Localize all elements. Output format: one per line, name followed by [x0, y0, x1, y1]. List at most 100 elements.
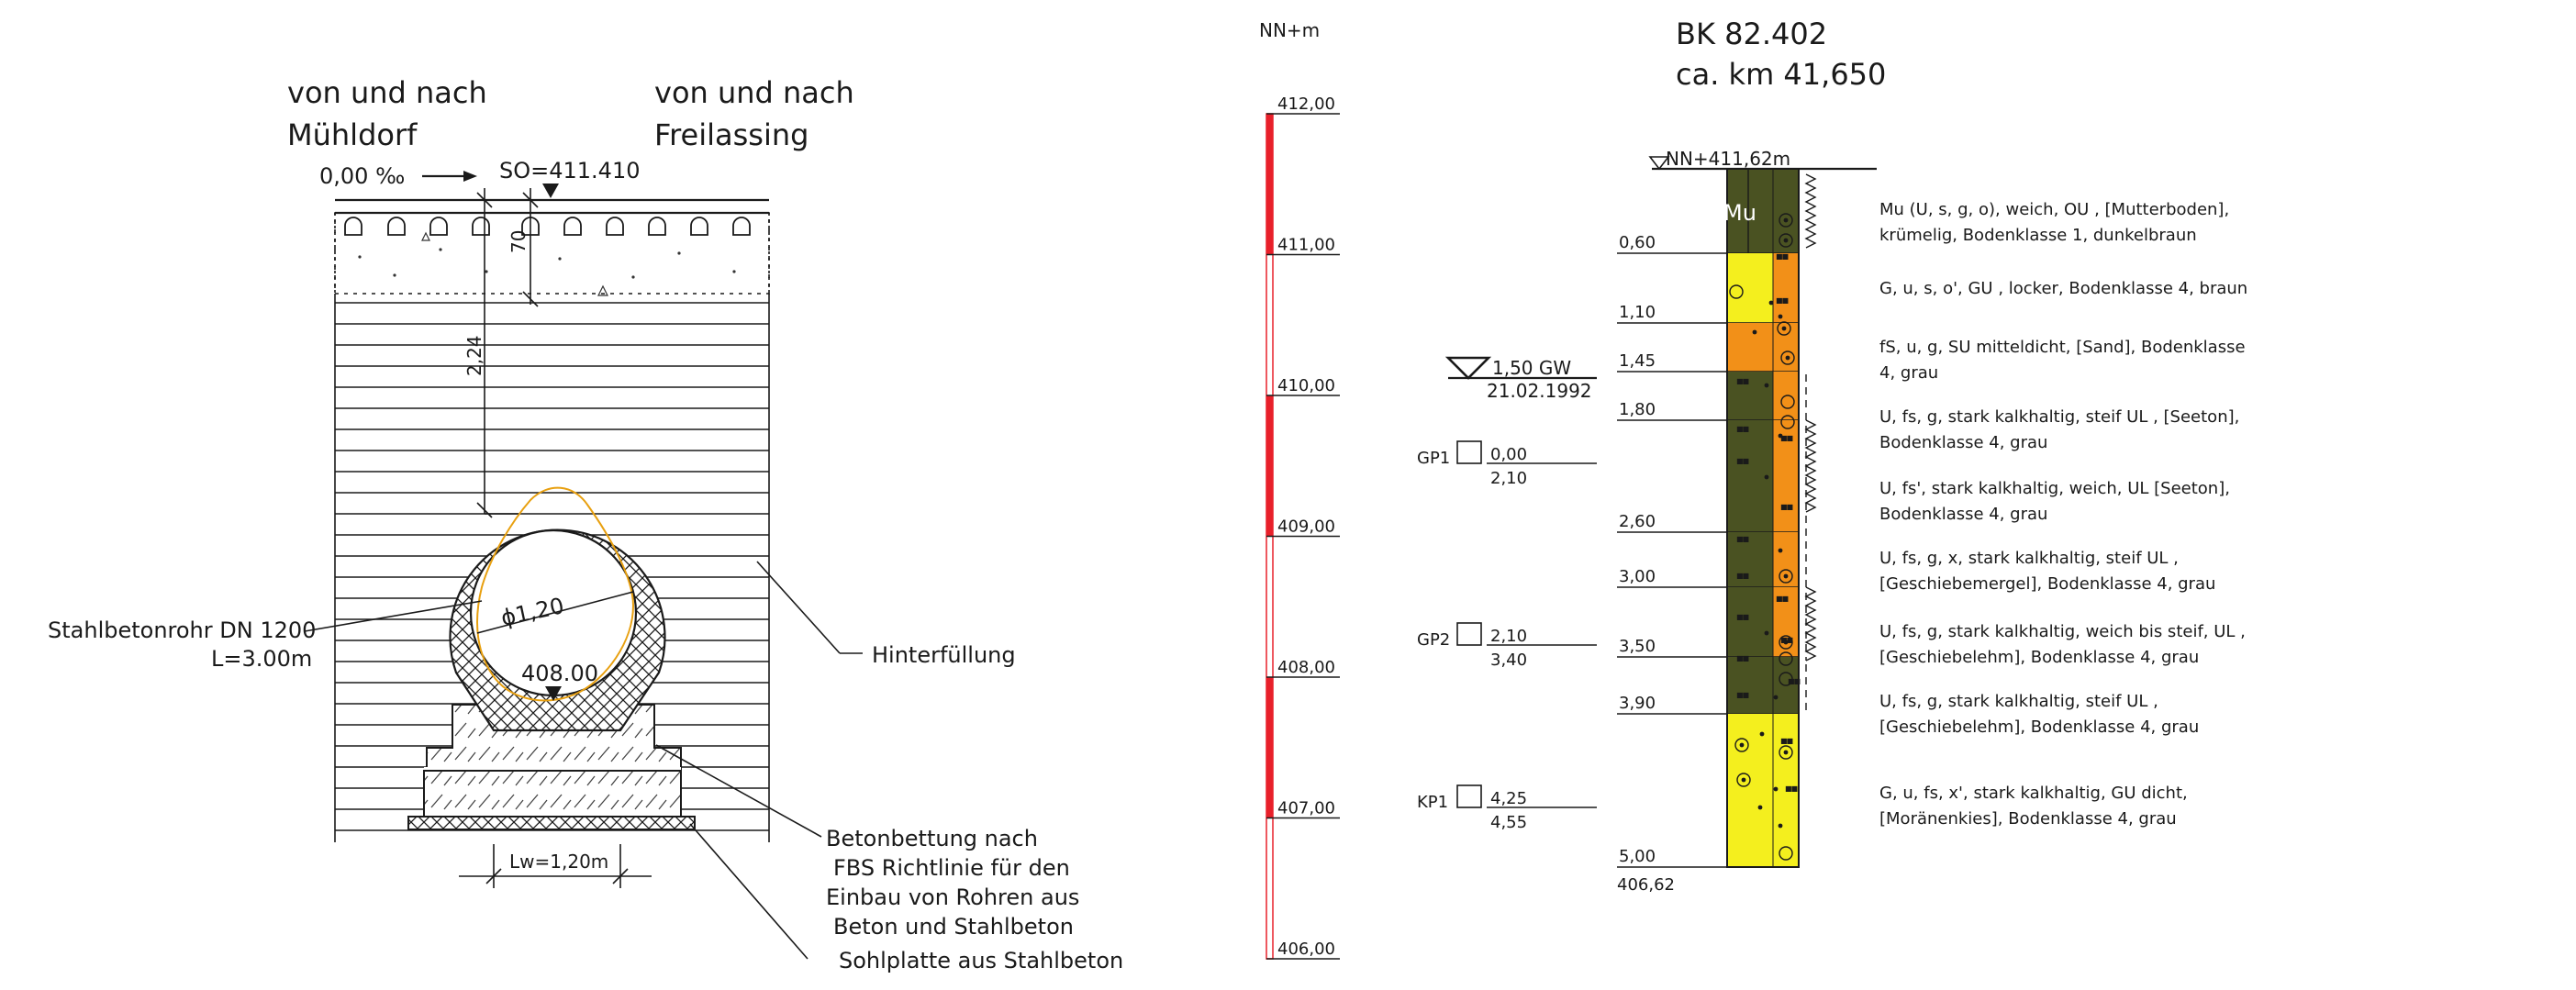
clay-symbol: ■■ — [1736, 425, 1749, 433]
clay-symbol: ■■ — [1736, 377, 1749, 385]
layer-main — [1727, 169, 1773, 253]
clay-symbol: ■■ — [1780, 434, 1793, 442]
scale-unit-label: NN+m — [1259, 19, 1320, 41]
fine-symbol — [1757, 805, 1763, 810]
soil-description-line1: Mu (U, s, g, o), weich, OU , [Mutterbode… — [1879, 200, 2229, 219]
fine-symbol — [1783, 750, 1789, 755]
depth-label: 1,45 — [1619, 351, 1656, 371]
gravel-symbol — [1779, 672, 1793, 686]
layer-side — [1773, 587, 1799, 657]
clay-symbol: ■■ — [1736, 457, 1749, 465]
fine-symbol — [1764, 630, 1769, 636]
layer-side — [1773, 253, 1799, 323]
scale-tick-label: 412,00 — [1277, 95, 1335, 114]
gravel-symbol — [1780, 415, 1795, 429]
consistency-wave — [1804, 586, 1817, 662]
layer-main — [1727, 253, 1773, 323]
bottom-elevation: 406,62 — [1617, 875, 1675, 895]
sleeper — [690, 217, 708, 236]
scale-bar: 412,00 411,00 410,00 409,00 408,00 407,00 406,… — [1266, 95, 1340, 960]
clay-symbol: ■■ — [1736, 654, 1749, 662]
fine-symbol — [1764, 474, 1769, 480]
borehole-km: ca. km 41,650 — [1676, 57, 1886, 92]
base-plate-label: Sohlplatte aus Stahlbeton — [839, 948, 1123, 973]
right-direction-line2: Freilassing — [654, 117, 808, 152]
gravel-symbol — [1734, 738, 1749, 752]
dimension-lines — [476, 188, 539, 518]
dimension-224: 2,24 — [463, 335, 485, 376]
clay-symbol: ■■ — [1788, 677, 1801, 685]
fine-symbol — [1778, 433, 1783, 439]
clay-symbol: ■■ — [1736, 535, 1749, 543]
top-layer-code: Mu — [1723, 200, 1756, 226]
fine-symbol — [1773, 695, 1779, 700]
fine-symbol — [1783, 238, 1789, 243]
sleeper — [429, 217, 448, 236]
soil-description-line1: G, u, s, o', GU , locker, Bodenklasse 4,… — [1879, 279, 2247, 298]
depth-label: 3,00 — [1619, 567, 1656, 586]
scale-red-segment — [1266, 395, 1273, 537]
clay-symbol: ■■ — [1736, 572, 1749, 580]
sample-box — [1456, 784, 1482, 808]
clay-symbol: ■■ — [1776, 595, 1789, 603]
scale-red-segment — [1266, 114, 1273, 255]
so-label: SO=411.410 — [499, 158, 640, 184]
soil-description-line2: [Moränenkies], Bodenklasse 4, grau — [1879, 809, 2177, 829]
sample-to: 3,40 — [1490, 651, 1527, 670]
base-plate — [407, 816, 696, 830]
layer-main — [1727, 372, 1773, 420]
fine-symbol — [1781, 326, 1787, 331]
gravel-symbol — [1779, 745, 1793, 760]
soil-description-line2: [Geschiebelehm], Bodenklasse 4, grau — [1879, 717, 2199, 737]
gravel-symbol — [1779, 651, 1793, 666]
sample-to: 2,10 — [1490, 469, 1527, 488]
clay-symbol: ■■ — [1780, 636, 1793, 644]
depth-label: 1,80 — [1619, 400, 1656, 419]
clay-symbol: ■■ — [1780, 503, 1793, 511]
diameter-line — [476, 591, 634, 634]
log-column: ■■ ■■ ■■ ■■ ■■ ■■ ■■ ■■ ■■ ■■ ■■ ■■ ■■ ■■ ■■ ■■ ■■ — [1726, 168, 1817, 868]
bedding-line1: Betonbettung nach — [826, 826, 1038, 851]
scale-tick-label: 408,00 — [1277, 658, 1335, 677]
sample-name: KP1 — [1417, 793, 1448, 812]
soil-description-line1: U, fs, g, stark kalkhaltig, steif UL , [… — [1879, 407, 2239, 427]
soil-description-line1: U, fs, g, stark kalkhaltig, steif UL , — [1879, 692, 2158, 711]
clearance-outline — [476, 486, 635, 702]
borehole-log: BK 82.402 ca. km 41,650 NN+411,62m ■■■■■… — [1417, 17, 2247, 895]
sample-name: GP1 — [1417, 449, 1450, 468]
soil-description-line2: Bodenklasse 4, grau — [1879, 433, 2047, 452]
groundwater-marker — [1444, 356, 1597, 380]
soil-description-line1: G, u, fs, x', stark kalkhaltig, GU dicht… — [1879, 784, 2188, 803]
left-direction-line2: Mühldorf — [287, 117, 418, 152]
pipe-label-line1: Stahlbetonrohr DN 1200 — [48, 617, 316, 643]
fine-symbol — [1759, 731, 1765, 737]
ballast-dots — [358, 231, 736, 296]
backfill-label: Hinterfüllung — [872, 642, 1016, 668]
leader-lines — [304, 561, 863, 960]
fine-symbol — [1778, 823, 1783, 829]
left-direction-line1: von und nach — [287, 75, 487, 110]
consistency-wave — [1804, 419, 1817, 513]
sample-to: 4,55 — [1490, 813, 1527, 832]
scale-tick-label: 409,00 — [1277, 517, 1335, 537]
gravel-symbol — [1780, 350, 1795, 365]
pipe-cross-section: von und nach Mühldorf von und nach Freil… — [48, 75, 1123, 973]
layer-side — [1773, 420, 1799, 532]
lw-label: Lw=1,20m — [509, 851, 608, 873]
gradient-label: 0,00 ‰ — [319, 163, 405, 189]
sleeper — [472, 217, 490, 236]
track-bed — [334, 198, 770, 295]
invert-marker — [545, 686, 562, 701]
sleeper — [563, 217, 582, 236]
layer-side — [1773, 532, 1799, 587]
fine-symbol — [1785, 355, 1790, 361]
log-frame — [1726, 168, 1800, 868]
clay-symbol: ■■ — [1776, 296, 1789, 305]
groundwater-date: 21.02.1992 — [1487, 380, 1592, 402]
gravel-symbol — [1729, 284, 1744, 299]
sleeper — [606, 217, 624, 236]
clay-symbol: ■■ — [1736, 613, 1749, 621]
depth-label: 0,60 — [1619, 233, 1656, 252]
gradient-arrow — [422, 171, 477, 182]
